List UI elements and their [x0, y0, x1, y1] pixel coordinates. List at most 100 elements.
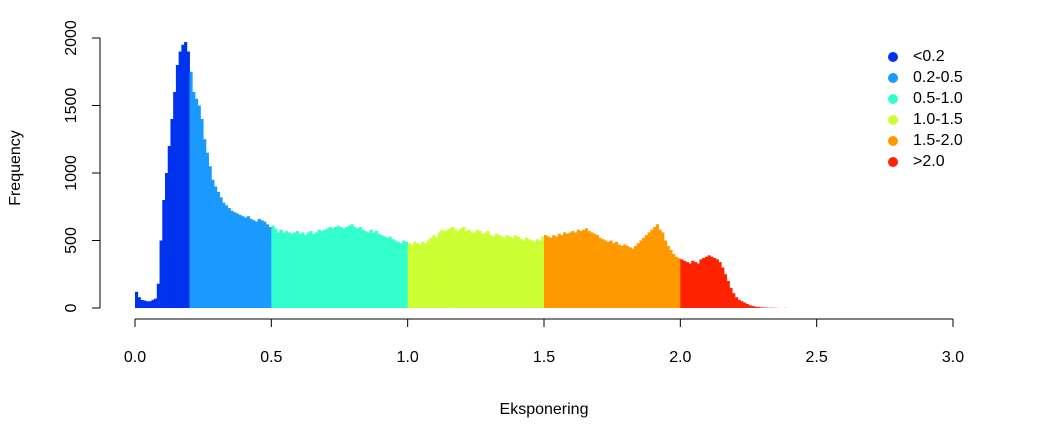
histogram-bar — [366, 232, 370, 308]
histogram-bar — [718, 262, 722, 308]
histogram-bar — [374, 231, 379, 308]
histogram-bar — [208, 166, 212, 308]
histogram-bar — [377, 233, 381, 308]
histogram-bar — [224, 205, 229, 308]
histogram-bar — [186, 51, 190, 308]
legend-marker — [888, 115, 898, 125]
histogram-bar — [344, 227, 349, 308]
histogram-bar — [380, 235, 384, 308]
histogram-bar — [304, 235, 308, 308]
histogram-bar — [399, 243, 403, 308]
histogram-bar — [544, 235, 548, 308]
histogram-bar — [584, 228, 589, 308]
histogram-bar — [603, 240, 608, 308]
histogram-bar — [666, 245, 670, 308]
histogram-bar — [334, 227, 338, 308]
histogram-bar — [396, 241, 400, 308]
histogram-bar — [140, 299, 144, 308]
histogram-bar — [560, 235, 564, 308]
histogram-bar — [410, 244, 414, 308]
histogram-bar — [623, 244, 627, 308]
histogram-bar — [737, 299, 741, 308]
histogram-bar — [617, 244, 621, 308]
histogram-bar — [691, 260, 695, 308]
legend-marker — [888, 94, 898, 104]
histogram-bar — [467, 229, 471, 308]
histogram-bar — [598, 237, 602, 308]
histogram-bar — [151, 299, 155, 308]
histogram-bar — [535, 239, 539, 308]
histogram-bar — [633, 245, 638, 308]
histogram-bar — [674, 256, 679, 308]
histogram-bar — [612, 243, 616, 308]
histogram-bar — [265, 224, 270, 308]
histogram-bar — [756, 306, 760, 308]
histogram-bar — [268, 227, 272, 308]
histogram-bar — [173, 92, 177, 308]
histogram-bar — [293, 232, 297, 308]
histogram-bar — [407, 243, 411, 308]
histogram-bar — [230, 210, 234, 308]
histogram-bar — [361, 229, 365, 308]
histogram-bar — [639, 240, 643, 308]
x-axis-title: Eksponering — [500, 401, 589, 418]
histogram-bar — [533, 241, 537, 308]
histogram-bar — [402, 240, 406, 308]
histogram-bar — [522, 240, 526, 308]
histogram-bar — [663, 240, 668, 308]
histogram-bar — [404, 241, 409, 308]
histogram-bar — [743, 302, 747, 308]
histogram-bar — [309, 231, 313, 308]
histogram-bar — [647, 232, 651, 308]
histogram-bar — [462, 227, 466, 308]
histogram-bar — [415, 243, 419, 308]
histogram-bar — [481, 233, 485, 308]
x-tick-label: 2.0 — [669, 349, 691, 366]
y-tick-label: 1000 — [63, 155, 80, 191]
x-tick-label: 0.0 — [124, 349, 146, 366]
legend-marker — [888, 136, 898, 146]
histogram-bar — [456, 231, 460, 308]
histogram-bar — [713, 258, 717, 308]
histogram-bar — [249, 218, 253, 308]
histogram-bar — [473, 232, 477, 308]
x-tick-label: 2.5 — [806, 349, 828, 366]
histogram-bar — [418, 244, 422, 308]
histogram-bar — [751, 305, 755, 308]
histogram-bar — [148, 301, 152, 308]
histogram-bar — [753, 306, 758, 308]
histogram-bar — [214, 186, 218, 308]
histogram-bar — [579, 231, 583, 308]
histogram-bar — [432, 235, 436, 308]
histogram-bar — [614, 241, 619, 308]
histogram-bar — [650, 229, 654, 308]
histogram-bar — [699, 259, 703, 308]
histogram-bar — [238, 214, 242, 308]
legend-label: 1.5-2.0 — [913, 132, 963, 149]
histogram-bar — [434, 237, 439, 308]
histogram-bar — [369, 229, 373, 308]
histogram-bar — [287, 232, 291, 308]
histogram-bar — [500, 236, 504, 308]
x-tick-label: 1.0 — [397, 349, 419, 366]
histogram-bar — [184, 42, 188, 309]
histogram-bar — [200, 119, 204, 308]
histogram-bar — [178, 51, 182, 308]
histogram-bar — [203, 139, 207, 308]
histogram-bar — [301, 232, 305, 308]
histogram-bar — [505, 235, 509, 308]
histogram-bar — [683, 260, 687, 308]
histogram-bar — [197, 105, 201, 308]
histogram-bar — [211, 179, 215, 308]
histogram-bar — [554, 236, 559, 308]
legend-label: <0.2 — [913, 48, 945, 65]
histogram-bar — [707, 255, 711, 308]
histogram-bar — [145, 301, 150, 308]
histogram-bar — [235, 213, 240, 308]
histogram-bar — [494, 233, 499, 308]
histogram-bar — [642, 237, 646, 308]
histogram-bar — [503, 237, 507, 308]
histogram-bar — [448, 228, 452, 308]
histogram-bar — [715, 259, 719, 308]
histogram-bar — [620, 245, 624, 308]
